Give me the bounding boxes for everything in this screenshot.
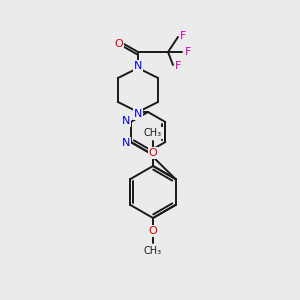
Text: O: O [148, 226, 158, 236]
Text: N: N [134, 61, 142, 71]
Text: N: N [122, 138, 130, 148]
Text: N: N [134, 109, 142, 119]
Text: CH₃: CH₃ [144, 128, 162, 138]
Text: F: F [180, 31, 186, 41]
Text: F: F [175, 61, 181, 71]
Text: CH₃: CH₃ [144, 246, 162, 256]
Text: F: F [185, 47, 191, 57]
Text: N: N [122, 116, 130, 126]
Text: O: O [115, 39, 123, 49]
Text: O: O [148, 148, 158, 158]
